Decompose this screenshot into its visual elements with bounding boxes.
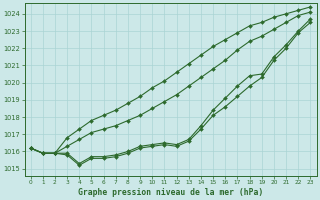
X-axis label: Graphe pression niveau de la mer (hPa): Graphe pression niveau de la mer (hPa) xyxy=(78,188,263,197)
